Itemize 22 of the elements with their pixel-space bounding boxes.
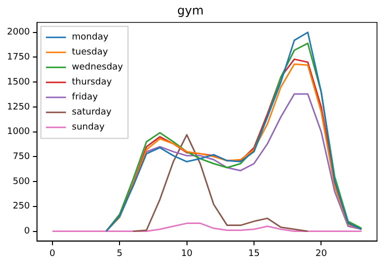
legend-label: thursday (72, 78, 112, 88)
y-tick-label: 250 (12, 202, 30, 212)
x-tick-label: 20 (315, 248, 328, 259)
y-tick-label: 1250 (7, 102, 30, 112)
chart-title: gym (177, 3, 204, 18)
legend-label: sunday (72, 122, 106, 133)
legend-label: saturday (72, 108, 112, 118)
y-tick-label: 1500 (7, 77, 30, 88)
y-tick-label: 0 (24, 226, 30, 237)
x-tick-label: 10 (181, 248, 193, 259)
x-tick-label: 5 (116, 248, 122, 259)
x-tick-label: 15 (248, 248, 260, 259)
y-tick-label: 1000 (7, 127, 30, 138)
y-tick-label: 2000 (7, 28, 30, 38)
y-tick-label: 500 (12, 176, 30, 187)
y-tick-label: 750 (12, 152, 30, 162)
legend-label: friday (72, 92, 98, 103)
legend-label: wednesday (72, 62, 124, 73)
y-tick-label: 1750 (7, 52, 30, 63)
x-tick-label: 0 (49, 248, 56, 259)
legend-label: tuesday (72, 48, 109, 58)
legend-label: monday (72, 32, 110, 43)
